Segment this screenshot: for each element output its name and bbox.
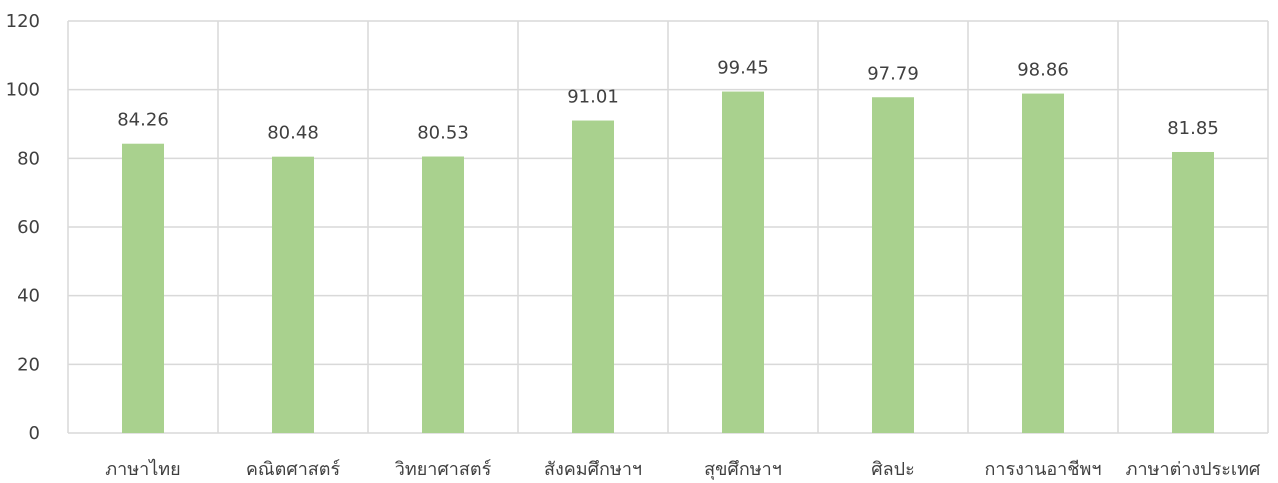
category-label: คณิตศาสตร์ <box>246 459 341 480</box>
grid <box>67 20 1269 434</box>
bar <box>722 91 764 434</box>
category-label: ศิลปะ <box>871 459 915 480</box>
category-label: สังคมศึกษาฯ <box>544 459 642 480</box>
category-label: สุขศึกษาฯ <box>704 459 782 480</box>
category-label: การงานอาชีพฯ <box>985 459 1102 480</box>
y-tick-label: 0 <box>29 423 40 444</box>
data-label: 99.45 <box>717 58 769 79</box>
labels: 0 20 40 60 80 100 120 84.26 ภาษาไทย 80.48 คณิตศาสต… <box>6 11 1261 480</box>
y-tick-label: 120 <box>6 11 40 32</box>
data-label: 91.01 <box>567 87 619 108</box>
data-label: 84.26 <box>117 110 169 131</box>
y-tick-label: 40 <box>17 286 40 307</box>
bar <box>1022 93 1064 434</box>
bar <box>572 120 614 433</box>
bar <box>872 97 914 433</box>
y-tick-label: 60 <box>17 217 40 238</box>
bars <box>122 91 1214 434</box>
bar <box>272 156 314 433</box>
y-tick-label: 20 <box>17 354 40 375</box>
y-tick-label: 80 <box>17 148 40 169</box>
data-label: 81.85 <box>1167 118 1219 139</box>
bar <box>1172 151 1214 433</box>
bar <box>122 143 164 433</box>
data-label: 97.79 <box>867 63 919 84</box>
y-tick-label: 100 <box>6 80 40 101</box>
data-label: 80.48 <box>267 123 319 144</box>
data-label: 98.86 <box>1017 60 1069 81</box>
category-label: ภาษาต่างประเทศ <box>1126 459 1261 480</box>
category-label: ภาษาไทย <box>105 458 180 480</box>
bar <box>422 156 464 433</box>
category-label: วิทยาศาสตร์ <box>395 459 492 480</box>
data-label: 80.53 <box>417 123 469 144</box>
